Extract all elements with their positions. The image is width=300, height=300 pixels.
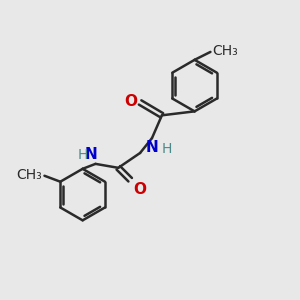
Text: H: H (162, 142, 172, 156)
Text: CH₃: CH₃ (212, 44, 238, 58)
Text: O: O (133, 182, 146, 197)
Text: O: O (124, 94, 137, 109)
Text: N: N (146, 140, 158, 155)
Text: H: H (77, 148, 88, 162)
Text: CH₃: CH₃ (17, 168, 43, 182)
Text: N: N (85, 147, 98, 162)
